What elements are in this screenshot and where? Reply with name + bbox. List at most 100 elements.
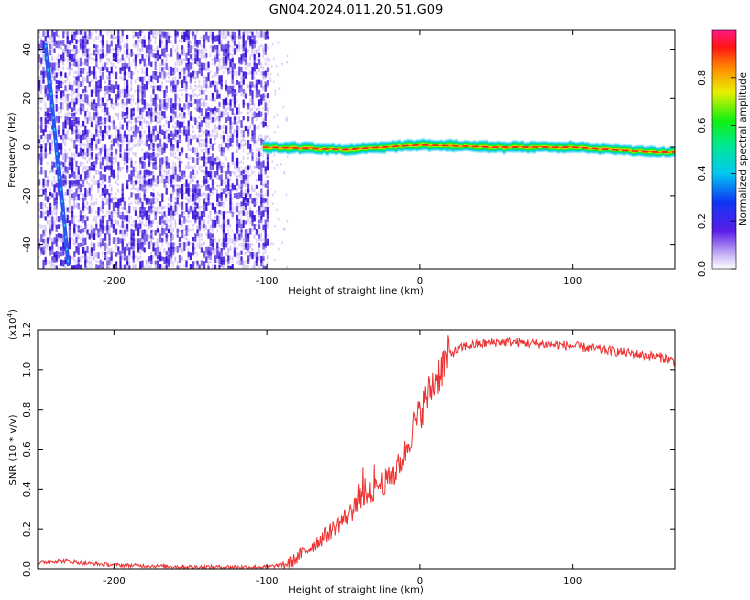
spectrogram-pixel (231, 157, 234, 162)
spectrogram-pixel (251, 220, 254, 227)
spectrogram-pixel (203, 80, 205, 85)
spectrogram-pixel (192, 202, 194, 206)
spectrogram-pixel (185, 67, 188, 71)
spectrogram-pixel (242, 143, 245, 147)
spectrogram-x-tick-label: 0 (417, 276, 423, 287)
spectrogram-pixel (183, 120, 185, 124)
spectrogram-pixel (132, 72, 135, 76)
spectrogram-pixel (187, 175, 190, 178)
spectrogram-pixel (161, 106, 163, 110)
spectrogram-pixel (156, 242, 159, 247)
spectrogram-pixel (225, 211, 227, 214)
spectrogram-pixel (183, 174, 185, 179)
spectrogram-pixel (251, 116, 254, 125)
spectrogram-pixel (121, 30, 124, 37)
spectrogram-pixel (97, 147, 100, 151)
spectrogram-pixel (38, 224, 40, 228)
spectrogram-pixel (216, 215, 219, 225)
spectrogram-pixel (262, 75, 265, 80)
spectrogram-pixel (205, 76, 208, 84)
spectrogram-pixel (75, 97, 78, 105)
spectrogram-pixel (198, 116, 201, 119)
spectrogram-pixel (211, 117, 214, 123)
spectrogram-pixel (121, 35, 124, 40)
spectrogram-pixel (236, 107, 239, 115)
spectrogram-pixel (44, 153, 47, 159)
spectrogram-pixel (214, 63, 216, 66)
spectrogram-pixel (216, 35, 219, 42)
spectrogram-pixel (178, 62, 181, 66)
spectrogram-pixel (86, 30, 89, 33)
spectrogram-pixel (236, 115, 238, 120)
spectrogram-pixel (104, 67, 106, 71)
spectrogram-pixel (84, 250, 87, 256)
spectrogram-pixel (62, 40, 65, 46)
spectrogram-pixel (200, 67, 203, 77)
spectrogram-pixel (108, 193, 111, 202)
spectrogram-pixel (266, 152, 269, 160)
spectrogram-pixel (181, 35, 184, 40)
spectrogram-pixel (262, 121, 265, 128)
spectrogram-pixel (236, 44, 239, 49)
spectrogram-pixel (95, 269, 97, 274)
spectrogram-pixel (187, 201, 190, 205)
spectrogram-pixel (44, 210, 47, 215)
spectrogram-pixel (214, 85, 217, 93)
spectrogram-pixel (99, 35, 102, 38)
spectrogram-pixel (198, 111, 201, 114)
spectrogram-pixel (227, 85, 230, 91)
spectrogram-pixel (211, 264, 214, 269)
spectrogram-pixel (165, 116, 168, 120)
spectrogram-pixel (121, 54, 124, 61)
spectrogram-pixel (187, 210, 190, 215)
spectrogram-pixel (185, 75, 188, 81)
spectrogram-pixel (236, 219, 239, 226)
spectrogram-pixel (231, 162, 234, 165)
spectrogram-pixel (207, 255, 210, 261)
spectrogram-pixel (73, 71, 75, 75)
spectrogram-pixel (198, 184, 201, 188)
spectrogram-pixel (75, 61, 78, 67)
signal-band-segment (616, 143, 620, 156)
spectrogram-pixel (196, 264, 199, 269)
spectrogram-pixel (84, 229, 86, 233)
spectrogram-pixel (189, 116, 192, 121)
spectrogram-pixel (258, 215, 260, 218)
spectrogram-pixel (251, 31, 254, 39)
spectrogram-pixel (51, 62, 54, 68)
spectrogram-pixel (143, 89, 146, 98)
spectrogram-pixel (90, 256, 93, 260)
spectrogram-pixel (141, 238, 144, 242)
spectrogram-pixel (46, 30, 49, 38)
spectrogram-pixel (55, 228, 58, 232)
spectrogram-pixel (178, 219, 181, 225)
spectrogram-pixel (86, 174, 89, 180)
spectrogram-pixel (110, 247, 113, 253)
spectrogram-pixel (189, 72, 192, 78)
spectrogram-pixel (126, 169, 128, 174)
spectrogram-pixel (260, 138, 263, 146)
spectrogram-pixel (126, 264, 128, 269)
spectrogram-pixel (176, 134, 179, 139)
spectrogram-pixel (95, 223, 98, 231)
spectrogram-pixel (44, 183, 47, 187)
spectrogram-pixel (137, 256, 139, 262)
spectrogram-pixel (231, 183, 234, 191)
spectrogram-pixel (225, 193, 228, 198)
spectrogram-pixel (281, 241, 283, 244)
spectrogram-pixel (115, 180, 117, 185)
spectrogram-pixel (134, 183, 137, 187)
spectrogram-pixel (207, 134, 210, 137)
spectrogram-pixel (99, 40, 102, 43)
spectrogram-pixel (145, 223, 148, 228)
spectrogram-pixel (205, 142, 208, 148)
spectrogram-pixel (159, 138, 162, 147)
spectrogram-pixel (110, 260, 113, 264)
spectrogram-pixel (185, 269, 187, 275)
spectrogram-pixel (60, 98, 62, 101)
spectrogram-pixel (42, 44, 45, 54)
spectrogram-pixel (233, 48, 236, 55)
spectrogram-pixel (40, 80, 42, 84)
spectrogram-pixel (130, 180, 133, 185)
spectrogram-pixel (200, 211, 203, 219)
